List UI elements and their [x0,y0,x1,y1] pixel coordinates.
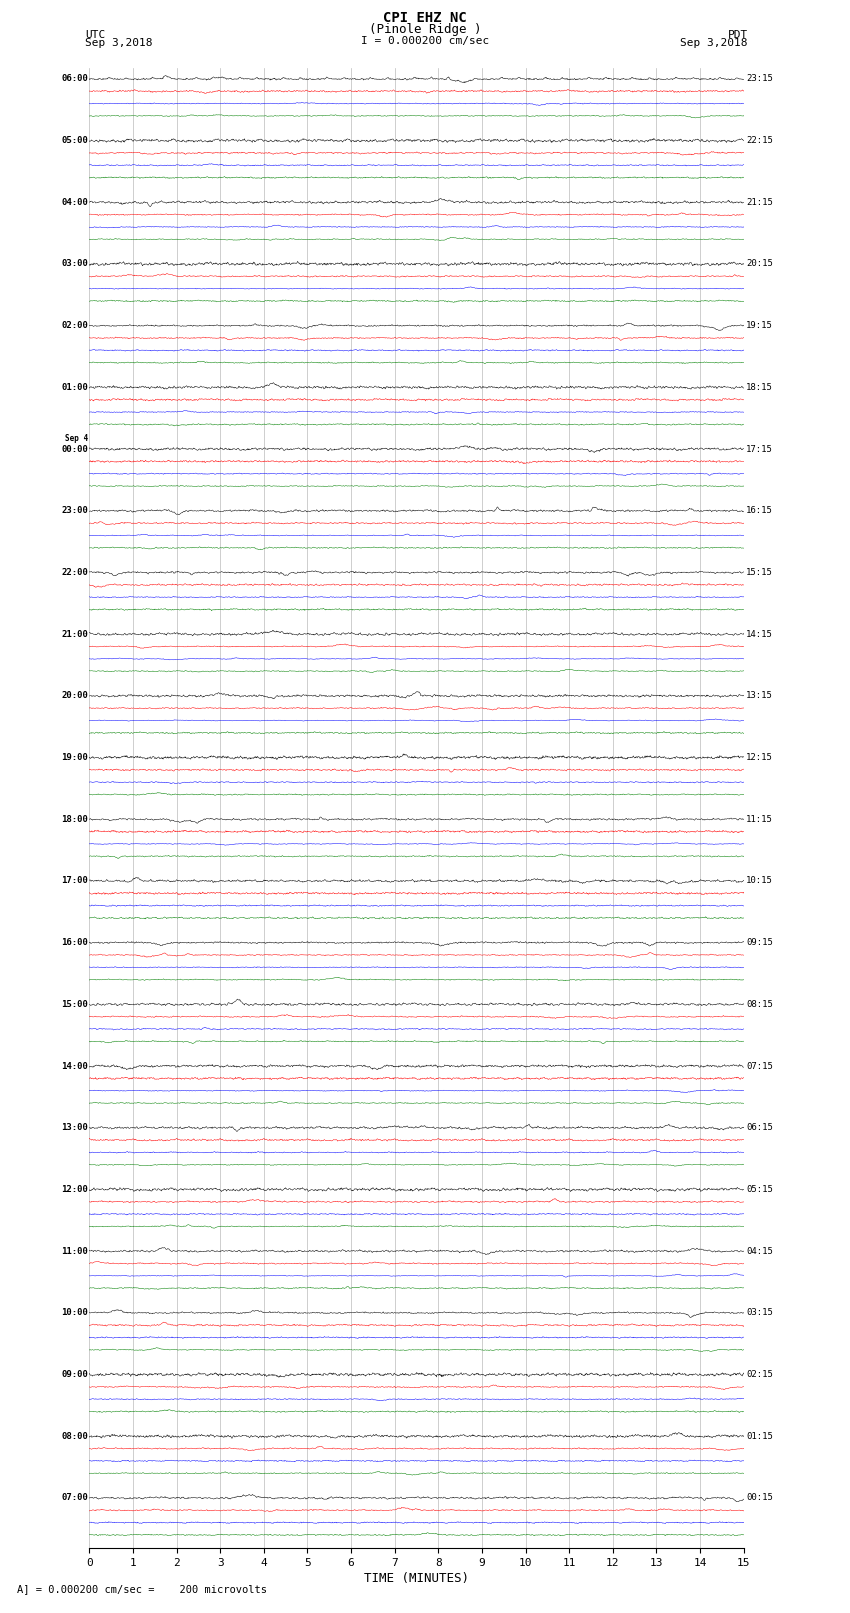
Text: 13:00: 13:00 [61,1123,88,1132]
Text: 15:00: 15:00 [61,1000,88,1008]
X-axis label: TIME (MINUTES): TIME (MINUTES) [364,1573,469,1586]
Text: 05:00: 05:00 [61,135,88,145]
Text: 22:00: 22:00 [61,568,88,577]
Text: 17:15: 17:15 [746,445,773,453]
Text: 02:00: 02:00 [61,321,88,331]
Text: 20:00: 20:00 [61,692,88,700]
Text: 10:15: 10:15 [746,876,773,886]
Text: 06:15: 06:15 [746,1123,773,1132]
Text: A] = 0.000200 cm/sec =    200 microvolts: A] = 0.000200 cm/sec = 200 microvolts [17,1584,267,1594]
Text: 08:00: 08:00 [61,1432,88,1440]
Text: 03:15: 03:15 [746,1308,773,1318]
Text: 08:15: 08:15 [746,1000,773,1008]
Text: CPI EHZ NC: CPI EHZ NC [383,11,467,24]
Text: 13:15: 13:15 [746,692,773,700]
Text: 14:00: 14:00 [61,1061,88,1071]
Text: I = 0.000200 cm/sec: I = 0.000200 cm/sec [361,35,489,45]
Text: 06:00: 06:00 [61,74,88,84]
Text: 04:15: 04:15 [746,1247,773,1255]
Text: UTC: UTC [85,29,105,39]
Text: 10:00: 10:00 [61,1308,88,1318]
Text: 21:00: 21:00 [61,629,88,639]
Text: 14:15: 14:15 [746,629,773,639]
Text: 07:00: 07:00 [61,1494,88,1502]
Text: 09:00: 09:00 [61,1369,88,1379]
Text: 02:15: 02:15 [746,1369,773,1379]
Text: 09:15: 09:15 [746,939,773,947]
Text: 01:15: 01:15 [746,1432,773,1440]
Text: 03:00: 03:00 [61,260,88,268]
Text: 22:15: 22:15 [746,135,773,145]
Text: 00:00: 00:00 [61,445,88,453]
Text: PDT: PDT [728,29,748,39]
Text: 23:00: 23:00 [61,506,88,515]
Text: 16:00: 16:00 [61,939,88,947]
Text: 05:15: 05:15 [746,1186,773,1194]
Text: 18:00: 18:00 [61,815,88,824]
Text: 00:15: 00:15 [746,1494,773,1502]
Text: 12:15: 12:15 [746,753,773,761]
Text: 11:00: 11:00 [61,1247,88,1255]
Text: 17:00: 17:00 [61,876,88,886]
Text: 11:15: 11:15 [746,815,773,824]
Text: 16:15: 16:15 [746,506,773,515]
Text: 04:00: 04:00 [61,198,88,206]
Text: 23:15: 23:15 [746,74,773,84]
Text: Sep 3,2018: Sep 3,2018 [681,39,748,48]
Text: 19:15: 19:15 [746,321,773,331]
Text: Sep 4: Sep 4 [65,434,88,444]
Text: 20:15: 20:15 [746,260,773,268]
Text: 01:00: 01:00 [61,382,88,392]
Text: 19:00: 19:00 [61,753,88,761]
Text: Sep 3,2018: Sep 3,2018 [85,39,152,48]
Text: 18:15: 18:15 [746,382,773,392]
Text: 15:15: 15:15 [746,568,773,577]
Text: 21:15: 21:15 [746,198,773,206]
Text: 12:00: 12:00 [61,1186,88,1194]
Text: (Pinole Ridge ): (Pinole Ridge ) [369,23,481,37]
Text: 07:15: 07:15 [746,1061,773,1071]
